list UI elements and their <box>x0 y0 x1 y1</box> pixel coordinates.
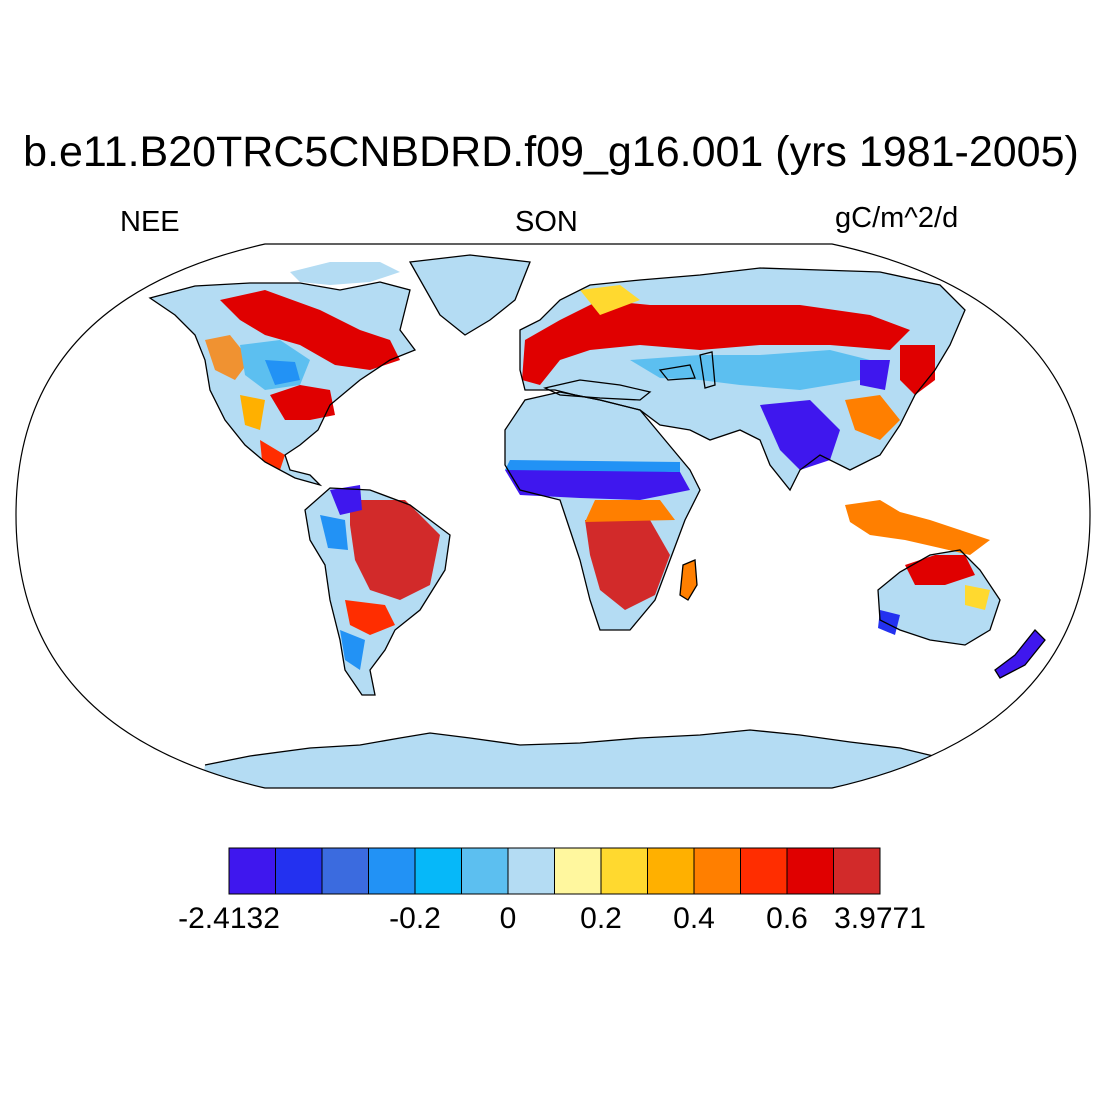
colorbar-swatch <box>507 847 555 895</box>
madagascar <box>680 560 697 600</box>
colorbar-label: 0.6 <box>766 902 808 935</box>
colorbar-swatch <box>833 847 881 895</box>
colorbar-swatch <box>461 847 509 895</box>
maritime-se-asia <box>845 500 990 555</box>
colorbar-swatch <box>647 847 695 895</box>
units-label: gC/m^2/d <box>835 202 959 234</box>
colorbar-swatch <box>740 847 788 895</box>
nee-field <box>205 285 990 670</box>
plot-title: b.e11.B20TRC5CNBDRD.f09_g16.001 (yrs 198… <box>23 128 1079 176</box>
antarctica <box>200 730 960 788</box>
colorbar-label: -0.2 <box>389 902 441 935</box>
colorbar-swatch <box>275 847 323 895</box>
arctic-islands <box>290 262 400 285</box>
colorbar-swatch <box>414 847 462 895</box>
colorbar-label: 0.4 <box>673 902 715 935</box>
colorbar-swatch <box>368 847 416 895</box>
colorbar-label: 0.2 <box>580 902 622 935</box>
colorbar-swatch <box>786 847 834 895</box>
map-border <box>15 243 1091 789</box>
new-zealand <box>995 630 1045 678</box>
colorbar <box>228 847 881 895</box>
colorbar-swatch <box>693 847 741 895</box>
colorbar-swatch <box>321 847 369 895</box>
variable-label: NEE <box>120 206 180 238</box>
season-label: SON <box>515 206 578 238</box>
colorbar-label: -2.4132 <box>178 902 280 935</box>
colorbar-label: 0 <box>499 902 517 935</box>
colorbar-label: 3.9771 <box>834 902 926 935</box>
colorbar-swatch <box>228 847 276 895</box>
colorbar-swatch <box>554 847 602 895</box>
coastlines <box>148 254 1046 766</box>
colorbar-swatch <box>600 847 648 895</box>
map-layer <box>148 254 1046 788</box>
